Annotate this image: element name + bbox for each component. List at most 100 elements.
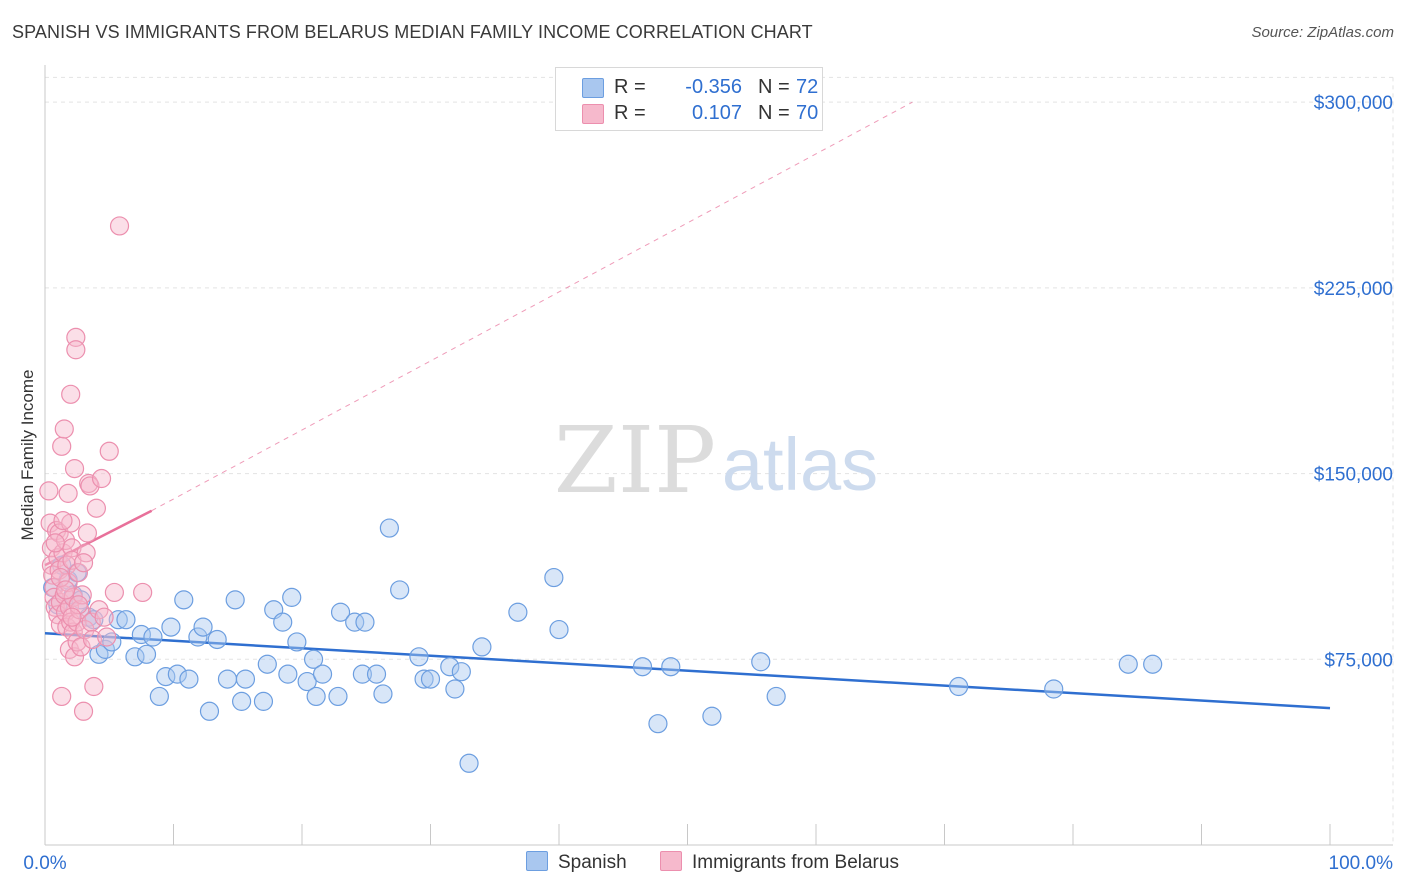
belarus-point [62, 607, 82, 627]
spanish-legend-swatch [526, 851, 548, 871]
n-value-belarus: 70 [796, 102, 819, 124]
trend-layer [44, 101, 1331, 710]
spanish-point [1044, 679, 1064, 699]
chart-title: SPANISH VS IMMIGRANTS FROM BELARUS MEDIA… [12, 22, 813, 42]
belarus-legend-label: Immigrants from Belarus [692, 852, 899, 873]
belarus-point [104, 582, 124, 603]
spanish-point [116, 610, 136, 630]
spanish-point [648, 714, 668, 734]
spanish-point [136, 644, 157, 664]
spanish-point [257, 654, 277, 674]
belarus-point [73, 701, 94, 721]
spanish-trend-line [44, 632, 1331, 710]
spanish-point [661, 657, 681, 677]
spanish-point [451, 662, 471, 682]
legend-item-spanish[interactable]: Spanish [526, 851, 627, 874]
spanish-point [174, 590, 194, 610]
spanish-legend-label: Spanish [558, 852, 627, 873]
spanish-point [445, 679, 465, 699]
belarus-point [39, 481, 59, 501]
spanish-point [751, 652, 771, 672]
belarus-point [73, 553, 94, 573]
r-value-spanish: -0.356 [685, 76, 742, 98]
belarus-swatch [582, 104, 604, 124]
belarus-point [64, 459, 85, 479]
spanish-point [278, 664, 298, 684]
spanish-point [303, 649, 324, 669]
belarus-point [45, 533, 65, 553]
spanish-point [232, 691, 252, 711]
belarus-point [68, 595, 89, 615]
watermark-atlas: atlas [722, 423, 878, 506]
axis-layer [44, 65, 1393, 846]
spanish-point [253, 691, 274, 711]
watermark-zip: ZIP [554, 407, 716, 514]
belarus-point [58, 483, 78, 503]
r-value-belarus: 0.107 [691, 102, 742, 124]
belarus-point [82, 629, 103, 650]
belarus-point [86, 498, 107, 518]
spanish-point [273, 612, 293, 632]
spanish-point [167, 664, 187, 684]
spanish-point [207, 629, 227, 650]
stats-legend: R = -0.356 N = 72 R = 0.107 N = 70 [555, 67, 823, 131]
legend-item-belarus[interactable]: Immigrants from Belarus [660, 851, 899, 874]
belarus-point [55, 580, 76, 600]
belarus-point [66, 340, 86, 360]
spanish-point [440, 657, 460, 677]
spanish-point [188, 627, 208, 647]
n-label: N = [758, 76, 790, 98]
spanish-point [312, 664, 333, 684]
belarus-point [61, 384, 81, 404]
spanish-point [306, 686, 326, 707]
y-tick-label: $300,000 [1314, 93, 1393, 114]
grid-layer [45, 76, 1394, 845]
belarus-point [52, 436, 72, 456]
belarus-point [77, 523, 98, 543]
spanish-point [409, 647, 429, 667]
spanish-point [131, 624, 151, 645]
chart-source: Source: ZipAtlas.com [1251, 24, 1394, 41]
belarus-legend-swatch [660, 851, 682, 871]
spanish-point [149, 686, 169, 707]
belarus-point [75, 619, 95, 640]
spanish-point [199, 701, 220, 721]
spanish-point [1118, 654, 1138, 674]
belarus-point [52, 686, 72, 707]
spanish-point [156, 667, 176, 687]
belarus-point [68, 563, 89, 583]
spanish-point [125, 647, 145, 667]
spanish-point [379, 518, 399, 538]
spanish-point [328, 686, 348, 707]
spanish-point [179, 669, 199, 689]
spanish-point [390, 580, 410, 600]
spanish-point [282, 587, 302, 607]
spanish-point [459, 753, 479, 773]
spanish-point [508, 602, 528, 622]
spanish-point [702, 706, 722, 726]
x-tick-label: 100.0% [1329, 853, 1394, 874]
spanish-point [373, 684, 393, 704]
spanish-point [297, 671, 317, 692]
belarus-trend-extension [151, 101, 913, 512]
x-tick-label: 0.0% [23, 853, 66, 874]
spanish-point [472, 637, 492, 657]
belarus-point [109, 216, 130, 236]
y-tick-label: $75,000 [1324, 650, 1393, 671]
spanish-point [193, 617, 213, 637]
belarus-point [80, 476, 100, 496]
r-label: R = [614, 102, 646, 124]
belarus-point [84, 676, 104, 697]
n-value-spanish: 72 [796, 76, 819, 98]
spanish-point [544, 567, 564, 588]
spanish-point [161, 617, 181, 637]
spanish-point [366, 664, 387, 684]
n-label: N = [758, 102, 790, 124]
spanish-point [1143, 654, 1163, 674]
spanish-point [225, 590, 245, 610]
belarus-point [99, 441, 119, 461]
spanish-point [766, 686, 786, 707]
spanish-point [352, 664, 372, 684]
spanish-point [235, 669, 256, 689]
